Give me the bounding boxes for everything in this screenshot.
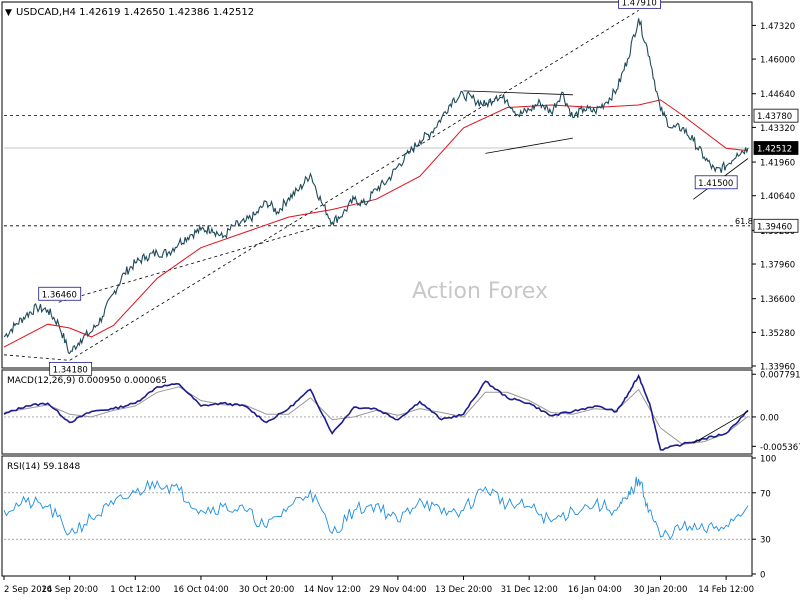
macd-panel[interactable] <box>1 369 753 455</box>
price-annotation-box <box>694 175 738 190</box>
price-level-box <box>753 108 799 123</box>
price-annotation-label: 1.34180 <box>53 365 88 375</box>
price-y-tick-label: 1.41960 <box>760 159 795 169</box>
trendline <box>463 90 573 96</box>
price-y-tick-label: 1.36600 <box>760 295 795 305</box>
rsi-y-tick-label: 0 <box>760 571 765 581</box>
macd-y-tick-label: -0.005367 <box>760 443 800 453</box>
rsi-plot <box>3 476 750 541</box>
price-annotation-box <box>38 286 82 301</box>
x-tick-label: 14 Nov 12:00 <box>304 585 361 595</box>
fib-level-label: 61.8 <box>735 217 753 226</box>
rsi-panel[interactable] <box>1 455 753 577</box>
macd-trendline <box>693 411 749 444</box>
macd-signal-line <box>3 386 749 445</box>
macd-plot <box>3 373 750 451</box>
price-level-box <box>753 218 799 233</box>
price-annotation-box <box>49 361 93 376</box>
x-tick-label: 16 Jan 04:00 <box>568 585 622 595</box>
dropdown-arrow-icon[interactable]: ▼ <box>5 8 12 18</box>
price-y-tick-label: 1.47320 <box>760 22 795 32</box>
price-y-tick-label: 1.46000 <box>760 56 795 66</box>
moving-average-line <box>3 99 749 348</box>
price-level-box <box>753 141 799 155</box>
x-tick-label: 16 Sep 20:00 <box>41 585 98 595</box>
rsi-y-tick-label: 70 <box>760 489 771 499</box>
watermark-text: Action Forex <box>412 279 548 304</box>
macd-line <box>3 373 749 451</box>
x-tick-label: 30 Jan 20:00 <box>634 585 688 595</box>
x-tick-label: 30 Oct 20:00 <box>239 585 294 595</box>
x-tick-label: 13 Dec 20:00 <box>435 585 492 595</box>
price-y-tick-label: 1.37960 <box>760 261 795 271</box>
rsi-title: RSI(14) 59.1848 <box>7 462 80 472</box>
macd-y-tick-label: 0.00 <box>760 413 779 423</box>
x-tick-label: 2 Sep 2024 <box>4 585 52 595</box>
price-level-label: 1.39460 <box>757 222 792 232</box>
macd-title: MACD(12,26,9) 0.000950 0.000065 <box>7 376 167 386</box>
price-level-label: 1.43780 <box>757 112 792 122</box>
x-tick-label: 14 Feb 12:00 <box>698 585 754 595</box>
price-y-tick-label: 1.33960 <box>760 363 795 373</box>
price-y-tick-label: 1.43320 <box>760 124 795 134</box>
price-annotation-label: 1.41500 <box>698 179 733 189</box>
price-annotation-label: 1.36460 <box>42 290 77 300</box>
macd-y-tick-label: 0.007791 <box>760 371 800 381</box>
price-plot: 61.8 1.36460 1.34180 1.47910 1.41500 <box>3 0 753 376</box>
trendline <box>485 137 573 154</box>
trendline <box>3 10 639 361</box>
rsi-y-tick-label: 30 <box>760 536 771 546</box>
price-line <box>3 18 749 355</box>
price-y-tick-label: 1.35280 <box>760 329 795 339</box>
price-panel[interactable] <box>1 1 753 369</box>
x-tick-label: 16 Oct 04:00 <box>173 585 228 595</box>
rsi-line <box>3 476 749 541</box>
price-y-tick-label: 1.40640 <box>760 192 795 202</box>
x-tick-label: 29 Nov 04:00 <box>369 585 426 595</box>
price-y-tick-label: 1.44640 <box>760 90 795 100</box>
axes: 1.47320 1.46000 1.44640 1.43320 1.41960 1.406… <box>3 22 800 595</box>
price-annotation-label: 1.47910 <box>622 0 657 8</box>
price-level-label: 1.42512 <box>757 144 792 154</box>
x-tick-label: 1 Oct 12:00 <box>110 585 160 595</box>
rsi-y-tick-label: 100 <box>760 455 776 465</box>
price-annotation-box <box>618 0 661 9</box>
x-tick-label: 31 Dec 12:00 <box>501 585 558 595</box>
symbol-header: USDCAD,H4 1.42619 1.42650 1.42386 1.4251… <box>16 7 254 18</box>
